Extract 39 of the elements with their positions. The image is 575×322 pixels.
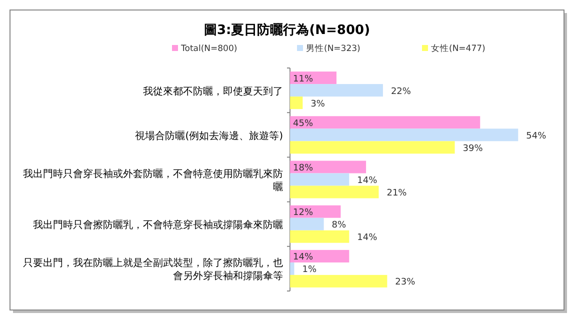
legend-label: Total(N=800) [180,44,238,54]
bar [290,84,383,97]
bar [290,218,324,230]
bar [290,186,379,198]
data-label: 12% [293,208,314,218]
data-label: 22% [390,86,412,97]
bar [290,141,455,154]
bar [290,128,518,142]
bar [290,116,480,129]
legend-label: 男性(N=323) [306,43,360,54]
data-label: 1% [302,265,317,276]
chart-title: 圖3:夏日防曬行為(N=800) [204,22,370,38]
bar [290,173,350,186]
bar [290,262,294,275]
data-label: 14% [357,176,378,186]
y-tick-label: 只要出門，我在防曬上就是全副武裝型，除了擦防曬乳，也會另外穿長袖和撐陽傘等 [23,257,283,282]
y-tick-label: 視場合防曬(例如去海邊、旅遊等) [135,130,284,142]
data-label: 8% [332,220,347,231]
bar [290,230,350,243]
y-tick-label: 我出門時只會穿長袖或外套防曬，不會特意使用防曬乳來防曬 [23,168,283,193]
y-tick-label: 我從來都不防曬，即使夏天到了 [143,85,283,98]
bar [290,250,350,262]
bar [290,160,366,174]
data-label: 23% [395,278,416,288]
bar [290,274,388,288]
data-label: 14% [357,233,378,244]
y-tick-label: 我出門時只會擦防曬乳，不會特意穿長袖或撐陽傘來防曬 [33,219,283,232]
data-label: 18% [293,164,314,174]
data-label: 11% [293,74,314,84]
data-label: 39% [462,144,484,154]
data-label: 54% [526,131,547,142]
bar [290,72,336,84]
data-label: 45% [293,118,314,129]
data-label: 14% [293,252,314,263]
bar [290,205,341,218]
legend-label: 女性(N=477) [431,43,486,54]
data-label: 3% [310,99,326,110]
bar [290,96,303,110]
data-label: 21% [386,188,408,198]
